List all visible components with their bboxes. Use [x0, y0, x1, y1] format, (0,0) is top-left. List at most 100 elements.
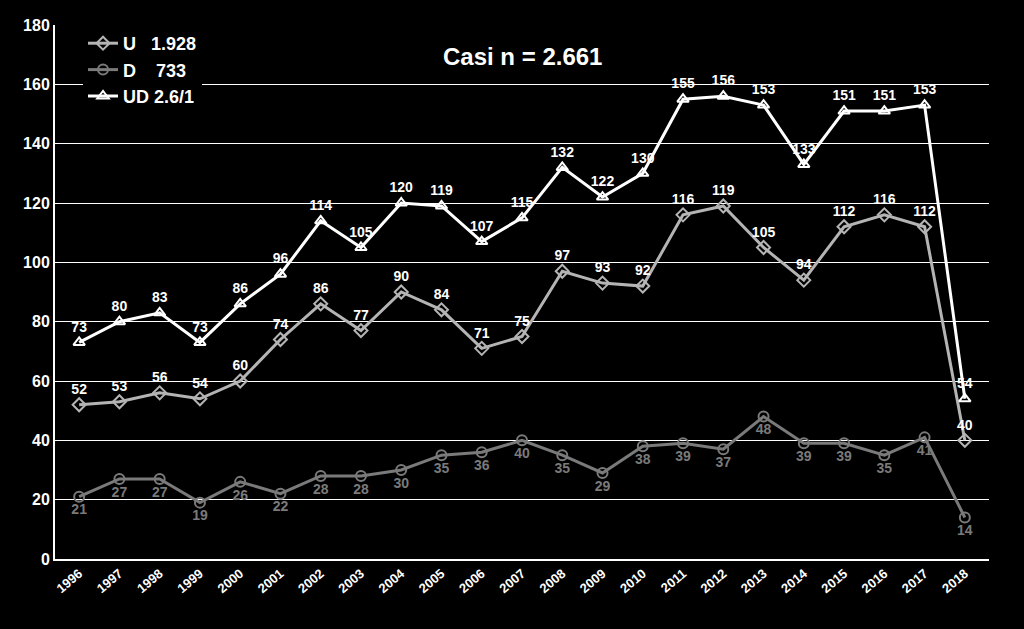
- svg-text:92: 92: [635, 262, 651, 278]
- svg-text:86: 86: [232, 280, 248, 296]
- svg-text:115: 115: [511, 194, 534, 210]
- svg-text:60: 60: [32, 373, 50, 390]
- svg-text:105: 105: [752, 224, 776, 240]
- svg-text:132: 132: [551, 144, 575, 160]
- svg-text:0: 0: [41, 551, 50, 568]
- svg-text:35: 35: [877, 460, 893, 476]
- svg-text:52: 52: [71, 381, 87, 397]
- svg-text:19: 19: [192, 507, 208, 523]
- svg-text:119: 119: [712, 182, 735, 198]
- svg-text:2005: 2005: [416, 566, 448, 596]
- svg-text:151: 151: [832, 87, 856, 103]
- svg-text:26: 26: [232, 487, 248, 503]
- svg-text:60: 60: [232, 357, 248, 373]
- svg-text:151: 151: [873, 87, 897, 103]
- svg-text:2000: 2000: [214, 566, 246, 596]
- svg-text:UD 2.6/1: UD 2.6/1: [123, 87, 194, 107]
- svg-text:2017: 2017: [899, 566, 931, 596]
- svg-text:2007: 2007: [496, 566, 528, 596]
- svg-text:D 733: D 733: [123, 61, 186, 81]
- svg-text:120: 120: [390, 179, 414, 195]
- svg-text:97: 97: [554, 247, 570, 263]
- svg-text:73: 73: [71, 319, 87, 335]
- svg-text:2013: 2013: [738, 566, 770, 596]
- svg-text:36: 36: [474, 457, 490, 473]
- svg-text:160: 160: [23, 76, 50, 93]
- svg-text:153: 153: [752, 81, 776, 97]
- svg-text:83: 83: [152, 289, 168, 305]
- svg-text:140: 140: [23, 135, 50, 152]
- svg-text:156: 156: [712, 72, 736, 88]
- svg-text:122: 122: [591, 173, 615, 189]
- svg-text:2002: 2002: [295, 566, 327, 596]
- svg-text:80: 80: [32, 313, 50, 330]
- svg-text:2015: 2015: [818, 566, 850, 596]
- svg-text:53: 53: [112, 378, 128, 394]
- svg-text:39: 39: [836, 448, 852, 464]
- svg-text:86: 86: [313, 280, 329, 296]
- svg-text:1999: 1999: [174, 566, 206, 596]
- svg-text:Casi n = 2.661: Casi n = 2.661: [443, 43, 602, 70]
- svg-text:39: 39: [796, 448, 812, 464]
- svg-text:U 1.928: U 1.928: [123, 34, 196, 54]
- svg-text:155: 155: [671, 75, 695, 91]
- svg-text:80: 80: [112, 298, 128, 314]
- svg-text:35: 35: [434, 460, 450, 476]
- svg-text:2006: 2006: [456, 566, 488, 596]
- svg-text:40: 40: [32, 432, 50, 449]
- svg-text:1997: 1997: [94, 566, 126, 596]
- svg-text:39: 39: [675, 448, 691, 464]
- svg-text:84: 84: [434, 286, 450, 302]
- svg-text:116: 116: [672, 191, 695, 207]
- svg-text:77: 77: [353, 307, 369, 323]
- svg-text:37: 37: [716, 454, 732, 470]
- svg-text:56: 56: [152, 369, 168, 385]
- svg-text:96: 96: [273, 250, 289, 266]
- svg-text:105: 105: [349, 224, 373, 240]
- svg-text:2001: 2001: [255, 566, 287, 596]
- svg-text:130: 130: [631, 150, 655, 166]
- svg-text:14: 14: [957, 522, 973, 538]
- svg-text:2012: 2012: [698, 566, 730, 596]
- svg-text:71: 71: [474, 325, 490, 341]
- svg-text:21: 21: [71, 501, 87, 517]
- svg-text:2004: 2004: [376, 565, 408, 596]
- svg-text:40: 40: [514, 445, 530, 461]
- svg-text:90: 90: [393, 268, 409, 284]
- svg-text:2016: 2016: [859, 566, 891, 596]
- svg-text:54: 54: [957, 375, 973, 391]
- svg-text:94: 94: [796, 256, 812, 272]
- svg-text:153: 153: [913, 81, 937, 97]
- svg-text:20: 20: [32, 491, 50, 508]
- svg-text:54: 54: [192, 375, 208, 391]
- svg-text:133: 133: [792, 141, 816, 157]
- svg-text:27: 27: [112, 484, 128, 500]
- svg-text:114: 114: [309, 197, 332, 213]
- svg-text:2010: 2010: [617, 566, 649, 596]
- svg-text:2009: 2009: [577, 566, 609, 596]
- svg-text:35: 35: [554, 460, 570, 476]
- svg-text:1996: 1996: [53, 566, 85, 596]
- svg-text:30: 30: [393, 475, 409, 491]
- svg-text:38: 38: [635, 451, 651, 467]
- svg-text:28: 28: [313, 481, 329, 497]
- svg-text:180: 180: [23, 17, 50, 34]
- svg-text:28: 28: [353, 481, 369, 497]
- svg-text:119: 119: [430, 182, 453, 198]
- svg-text:48: 48: [756, 421, 772, 437]
- svg-text:40: 40: [957, 417, 973, 433]
- svg-text:41: 41: [917, 442, 933, 458]
- svg-text:2018: 2018: [939, 566, 971, 596]
- svg-text:1998: 1998: [134, 566, 166, 596]
- svg-text:73: 73: [192, 319, 208, 335]
- svg-text:93: 93: [595, 259, 611, 275]
- svg-text:107: 107: [470, 218, 494, 234]
- svg-text:100: 100: [23, 254, 50, 271]
- svg-text:120: 120: [23, 195, 50, 212]
- svg-text:2003: 2003: [335, 566, 367, 596]
- svg-text:112: 112: [833, 203, 856, 219]
- svg-text:116: 116: [873, 191, 896, 207]
- svg-text:2008: 2008: [537, 566, 569, 596]
- svg-text:2011: 2011: [658, 566, 689, 596]
- svg-text:2014: 2014: [778, 565, 810, 596]
